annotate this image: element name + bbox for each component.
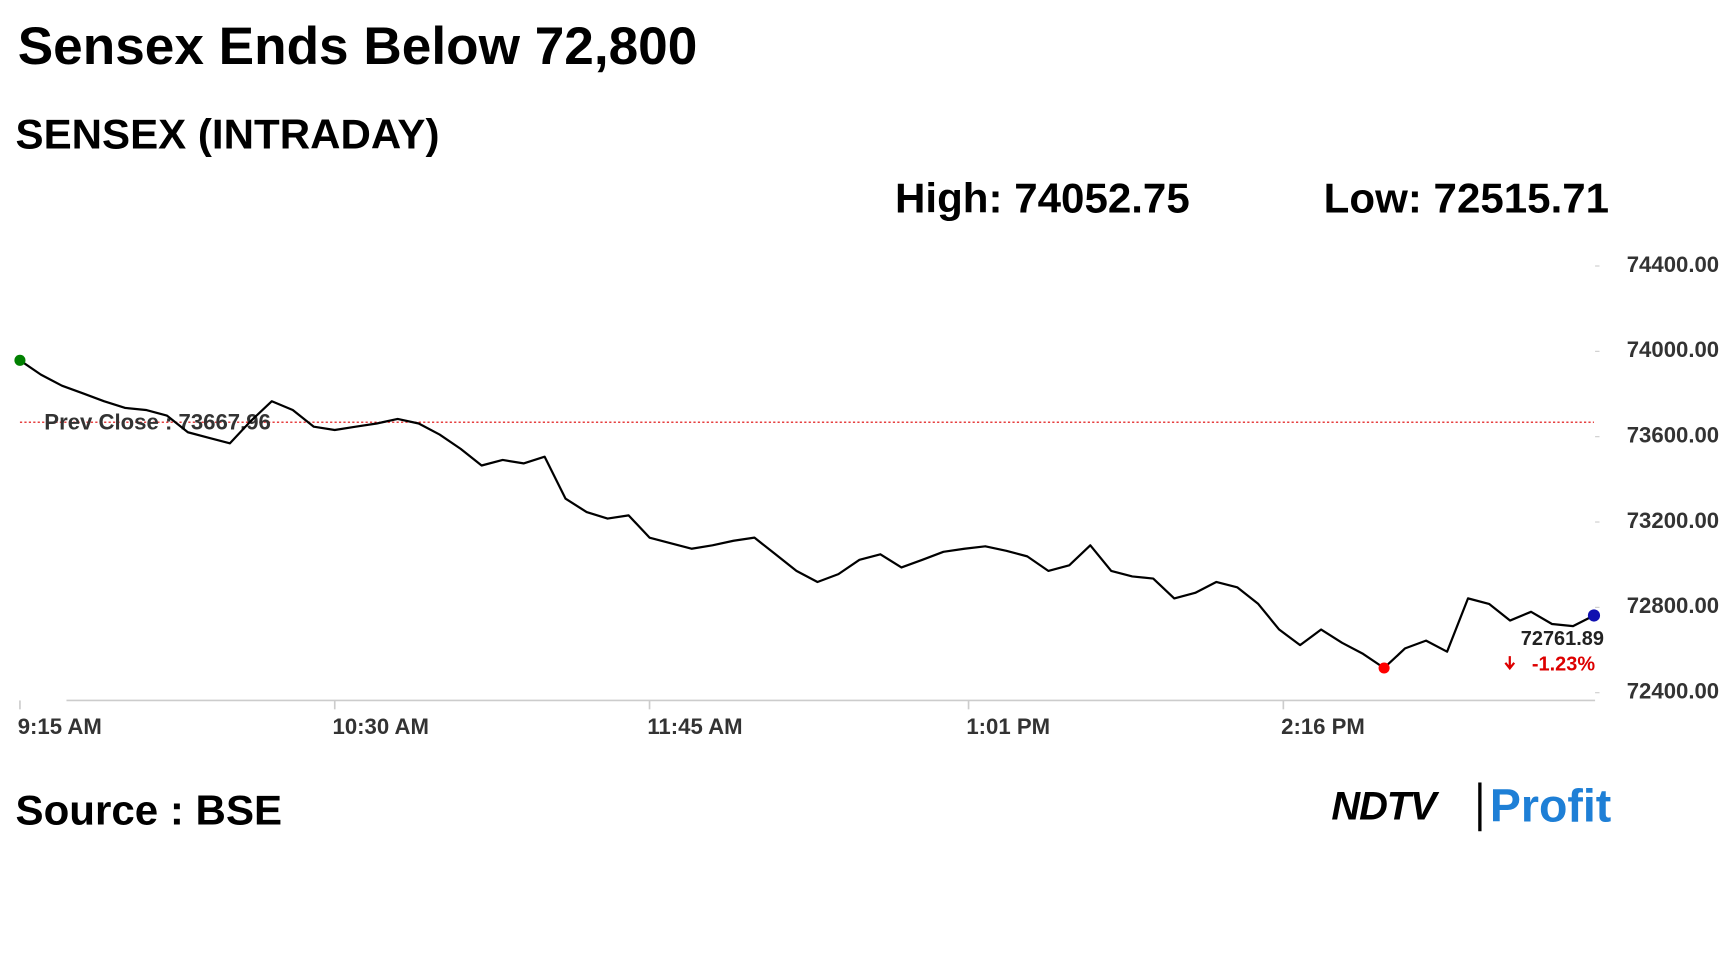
x-tick-label: 11:45 AM [647, 714, 742, 739]
logo-profit: Profit [1490, 779, 1611, 831]
high-label: High: 74052.75 [895, 175, 1190, 222]
x-tick-label: 2:16 PM [1281, 714, 1365, 739]
last-value: 72761.89 [1521, 628, 1604, 650]
prev-close-label: Prev Close : 73667.96 [44, 409, 271, 434]
end-point [1587, 609, 1601, 622]
x-tick-label: 10:30 AM [333, 714, 429, 739]
low-label: Low: 72515.71 [1324, 175, 1609, 222]
x-tick-label: 9:15 AM [18, 714, 102, 739]
low-point [1378, 662, 1390, 674]
down-arrow [1504, 656, 1516, 671]
subtitle: SENSEX (INTRADAY) [16, 111, 440, 158]
source: Source : BSE [16, 787, 283, 834]
y-tick-label: 74400.00 [1627, 252, 1719, 277]
chart-title: Sensex Ends Below 72,800 [18, 17, 698, 76]
y-tick-label: 73600.00 [1627, 423, 1719, 448]
price-line [19, 359, 1595, 670]
y-tick-label: 72800.00 [1627, 593, 1719, 618]
change: -1.23% [1532, 653, 1595, 675]
y-tick-label: 73200.00 [1627, 508, 1719, 533]
y-tick-label: 72400.00 [1627, 679, 1719, 704]
logo-ndtv: NDTV [1331, 785, 1440, 829]
y-tick-label: 74000.00 [1627, 337, 1719, 362]
start-point [14, 354, 26, 366]
x-tick-label: 1:01 PM [966, 714, 1050, 739]
